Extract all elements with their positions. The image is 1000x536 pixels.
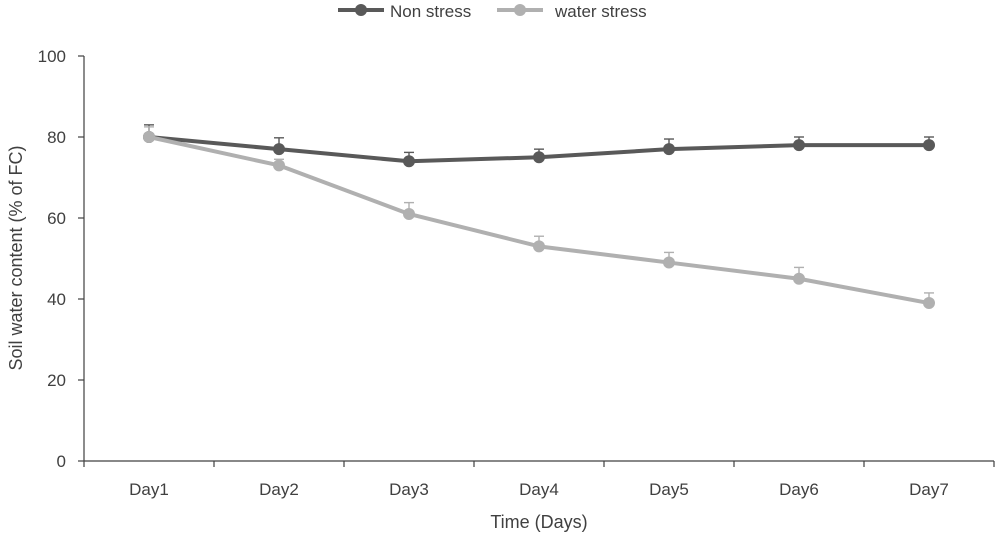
legend-item-non-stress: Non stress bbox=[338, 2, 471, 21]
x-tick-label: Day6 bbox=[779, 480, 819, 499]
data-point-non-stress bbox=[273, 143, 285, 156]
data-point-non-stress bbox=[533, 151, 545, 164]
data-point-water-stress bbox=[923, 297, 935, 310]
data-point-water-stress bbox=[533, 240, 545, 253]
y-tick-label: 40 bbox=[47, 290, 66, 309]
data-point-water-stress bbox=[663, 256, 675, 269]
x-axis-ticks: Day1 Day2 Day3 Day4 Day5 Day6 Day7 bbox=[83, 461, 995, 499]
legend-item-water-stress: water stress bbox=[497, 2, 647, 21]
x-tick-label: Day4 bbox=[519, 480, 559, 499]
y-axis-ticks: 0 20 40 60 80 100 bbox=[38, 47, 84, 471]
x-tick-label: Day2 bbox=[259, 480, 299, 499]
y-tick-label: 0 bbox=[57, 452, 66, 471]
x-tick-label: Day7 bbox=[909, 480, 949, 499]
data-point-non-stress bbox=[923, 139, 935, 152]
legend-label-water-stress: water stress bbox=[554, 2, 647, 21]
data-point-non-stress bbox=[793, 139, 805, 152]
y-tick-label: 20 bbox=[47, 371, 66, 390]
data-point-non-stress bbox=[403, 155, 415, 168]
data-point-water-stress bbox=[793, 272, 805, 285]
series-water-stress bbox=[143, 126, 935, 310]
data-point-water-stress bbox=[273, 159, 285, 172]
legend-label-non-stress: Non stress bbox=[390, 2, 471, 21]
x-axis-title: Time (Days) bbox=[490, 512, 587, 532]
x-tick-label: Day5 bbox=[649, 480, 689, 499]
data-point-water-stress bbox=[403, 207, 415, 220]
x-tick-label: Day1 bbox=[129, 480, 169, 499]
data-point-water-stress bbox=[143, 131, 155, 143]
y-tick-label: 80 bbox=[47, 128, 66, 147]
data-point-non-stress bbox=[663, 143, 675, 156]
series-layer bbox=[143, 124, 935, 310]
legend: Non stress water stress bbox=[338, 2, 647, 21]
x-tick-label: Day3 bbox=[389, 480, 429, 499]
y-tick-label: 100 bbox=[38, 47, 66, 66]
y-axis-title: Soil water content (% of FC) bbox=[6, 145, 26, 370]
y-tick-label: 60 bbox=[47, 209, 66, 228]
